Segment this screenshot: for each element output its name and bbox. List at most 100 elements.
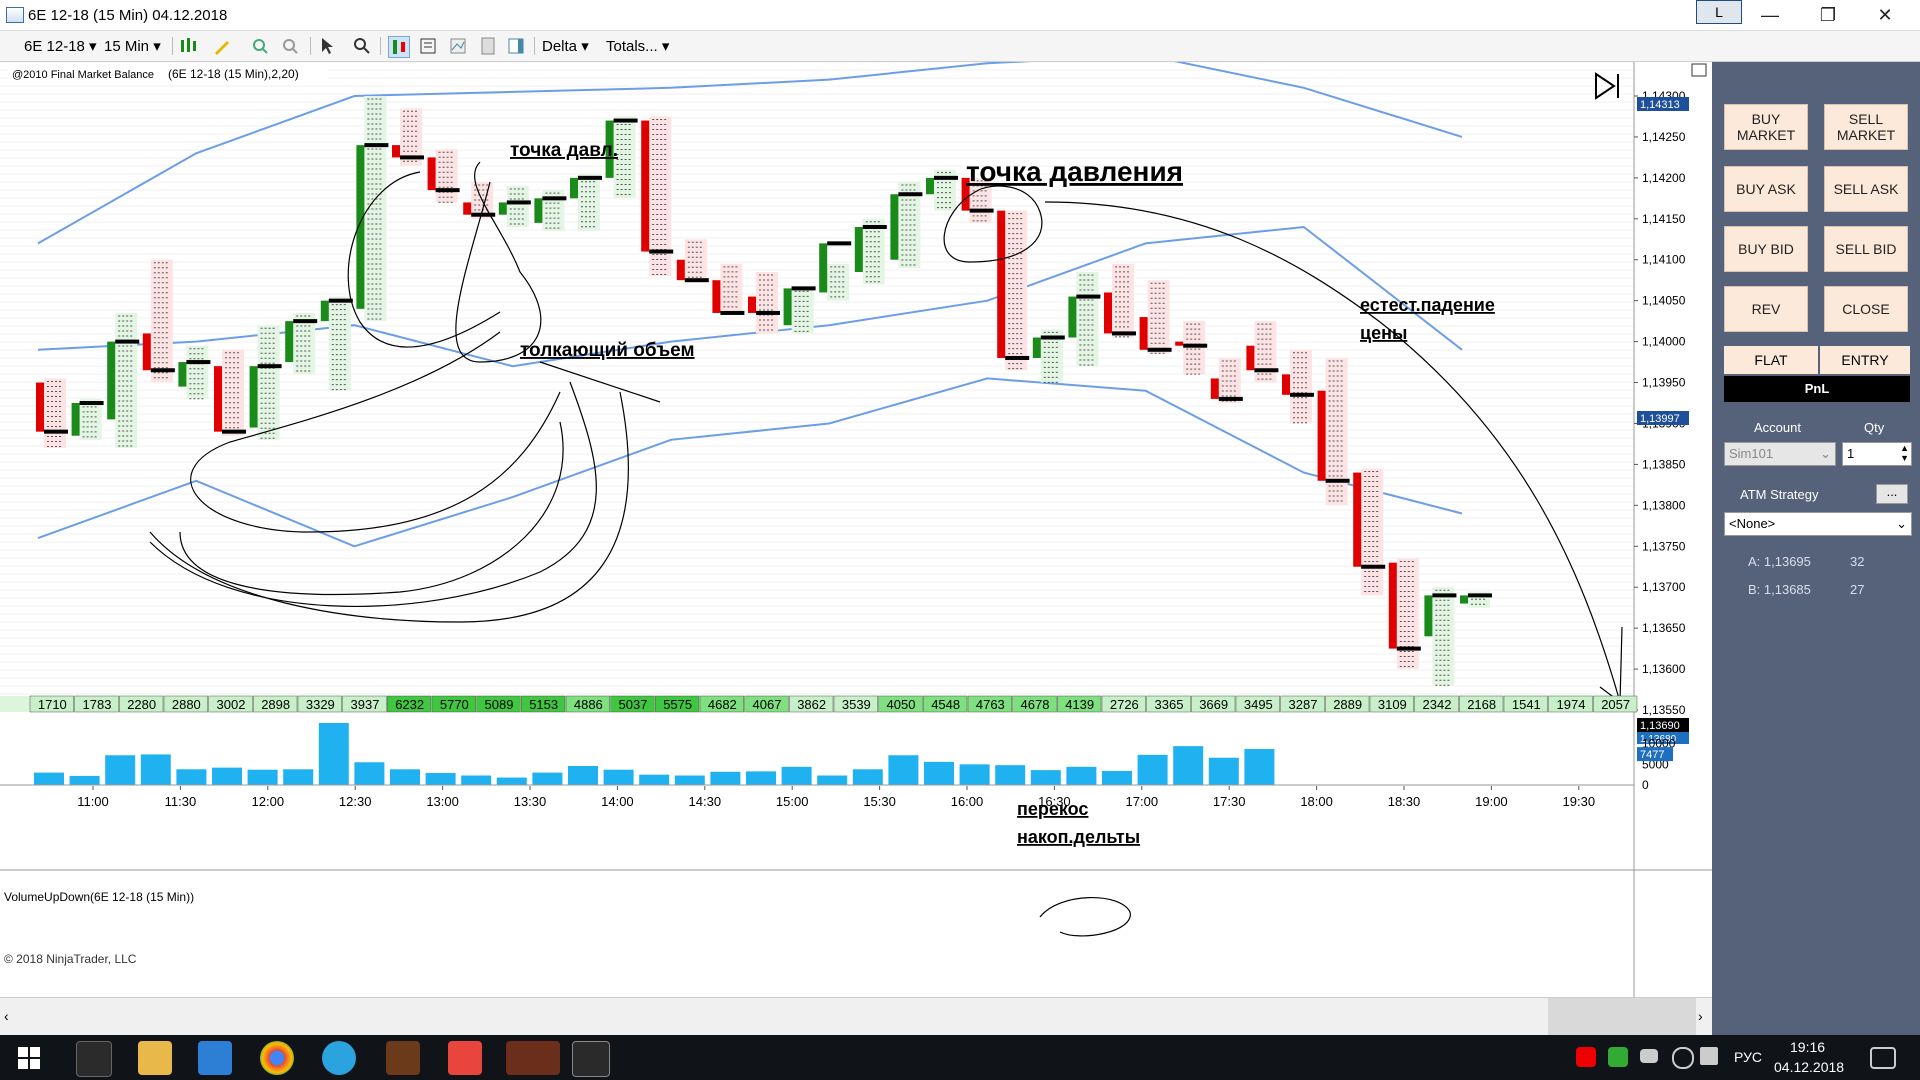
clock-time[interactable]: 19:16 [1790,1039,1826,1055]
pencil-icon[interactable] [212,36,232,56]
account-letter-button[interactable]: L [1696,0,1742,24]
footprint-bar[interactable] [1424,587,1457,686]
footprint-bar[interactable] [36,378,68,449]
footprint-bar[interactable] [356,96,389,322]
atm-settings-button[interactable]: ... [1876,484,1908,504]
instrument-selector[interactable]: 6E 12-18 ▾ [24,38,97,55]
chart-image-icon[interactable] [448,36,468,56]
footprint-bar[interactable] [534,190,567,232]
close-position-button[interactable]: CLOSE [1824,286,1908,332]
wifi-icon[interactable] [1672,1047,1694,1069]
close-window-button[interactable]: ✕ [1877,5,1893,25]
atm-strategy-select[interactable]: <None> ⌄ [1724,512,1912,536]
footprint-bar[interactable] [1104,263,1136,338]
footprint-bar[interactable] [320,296,353,391]
footprint-bar[interactable] [1460,591,1492,608]
restore-button[interactable]: ❐ [1819,5,1837,25]
footprint-bar[interactable] [1317,357,1350,506]
footprint-bar[interactable] [997,210,1030,371]
scroll-left-icon[interactable]: ‹ [4,1008,9,1024]
footprint-bar[interactable] [890,181,923,268]
telegram-icon[interactable] [322,1041,356,1075]
qty-stepper[interactable]: 1 ▲ ▼ [1842,442,1912,466]
shield-icon[interactable] [1608,1047,1628,1067]
zoom-in-icon[interactable] [250,36,270,56]
footprint-bar[interactable] [748,272,780,334]
chart-canvas[interactable]: точка давл. точка давления толкающий объ… [0,54,1712,997]
footprint-bar[interactable] [1246,321,1279,383]
store-icon[interactable] [198,1041,232,1075]
sell-bid-button[interactable]: SELL BID [1824,226,1908,272]
footprint-bar[interactable] [498,186,531,227]
volume-icon[interactable] [1700,1047,1718,1065]
notifications-icon[interactable] [1870,1047,1896,1069]
footprint-bar[interactable] [854,218,887,285]
anydesk-icon[interactable] [448,1041,482,1075]
antivirus-icon[interactable] [1576,1047,1596,1067]
rev-button[interactable]: REV [1724,286,1808,332]
footprint-bar[interactable] [1068,272,1101,367]
properties-icon[interactable] [418,36,438,56]
go-to-end-button[interactable] [1595,72,1619,100]
chrome-icon[interactable] [260,1041,294,1075]
minimize-button[interactable]: — [1761,5,1779,25]
footprint-bar[interactable] [676,239,709,283]
interval-selector[interactable]: 15 Min ▾ [104,38,161,55]
zoom-out-icon[interactable] [280,36,300,56]
expand-icon[interactable] [1691,63,1707,77]
footprint-bar[interactable] [1139,280,1172,354]
sell-ask-button[interactable]: SELL ASK [1824,166,1908,212]
file-explorer-icon[interactable] [138,1041,172,1075]
buy-ask-button[interactable]: BUY ASK [1724,166,1808,212]
data-box-icon[interactable] [478,36,498,56]
footprint-bar[interactable] [926,169,958,211]
footprint-view-icon[interactable] [388,36,410,58]
footprint-bar[interactable] [1032,329,1065,383]
clock-date[interactable]: 04.12.2018 [1774,1059,1845,1075]
photos-icon[interactable] [572,1041,610,1077]
horizontal-scrollbar[interactable]: ‹ › [0,997,1712,1036]
footprint-bar[interactable] [1388,558,1421,670]
windows-start-icon[interactable] [18,1047,40,1069]
footprint-bar[interactable] [71,398,104,440]
battery-icon[interactable] [1640,1049,1658,1063]
footprint-bar[interactable] [107,312,140,449]
footprint-bar[interactable] [392,108,424,166]
chart-trader-icon[interactable] [506,36,526,56]
delta-selector[interactable]: Delta ▾ [542,38,589,55]
buy-bid-button[interactable]: BUY BID [1724,226,1808,272]
footprint-bar[interactable] [285,312,318,375]
totals-selector[interactable]: Totals... ▾ [606,38,670,55]
footprint-bar[interactable] [570,173,602,232]
chart-area[interactable]: точка давл. точка давления толкающий объ… [0,54,1712,997]
scroll-thumb[interactable] [1548,998,1696,1036]
footprint-bar[interactable] [427,149,460,203]
footprint-bar[interactable] [712,263,745,315]
scroll-right-icon[interactable]: › [1698,1008,1703,1024]
footprint-bar[interactable] [783,286,816,334]
footprint-bar[interactable] [1353,468,1386,596]
footprint-bar[interactable] [819,241,852,301]
annotation-delta-skew-2: накоп.дельты [1017,827,1140,847]
bar-type-icon[interactable] [178,36,198,56]
footprint-bar[interactable] [605,116,638,199]
trading-app-icon[interactable] [386,1041,420,1075]
footprint-bar[interactable] [249,325,282,440]
magnifier-icon[interactable] [352,36,372,56]
language-indicator[interactable]: РУС [1734,1049,1763,1065]
footprint-bar[interactable] [463,181,496,219]
footprint-bar[interactable] [1210,357,1243,403]
footprint-bar[interactable] [641,116,674,277]
footprint-bar[interactable] [142,259,175,383]
calculator-icon[interactable] [76,1041,112,1077]
footprint-bar[interactable] [961,177,994,223]
buy-market-button[interactable]: BUY MARKET [1724,104,1808,150]
account-select[interactable]: Sim101 ⌄ [1724,442,1836,466]
footprint-bar[interactable] [178,345,211,400]
pointer-icon[interactable] [318,36,338,56]
footprint-bar[interactable] [1175,321,1208,375]
footprint-bar[interactable] [1282,349,1314,424]
sell-market-button[interactable]: SELL MARKET [1824,104,1908,150]
footprint-bar[interactable] [214,349,246,436]
ninjatrader-icon[interactable] [506,1041,560,1075]
